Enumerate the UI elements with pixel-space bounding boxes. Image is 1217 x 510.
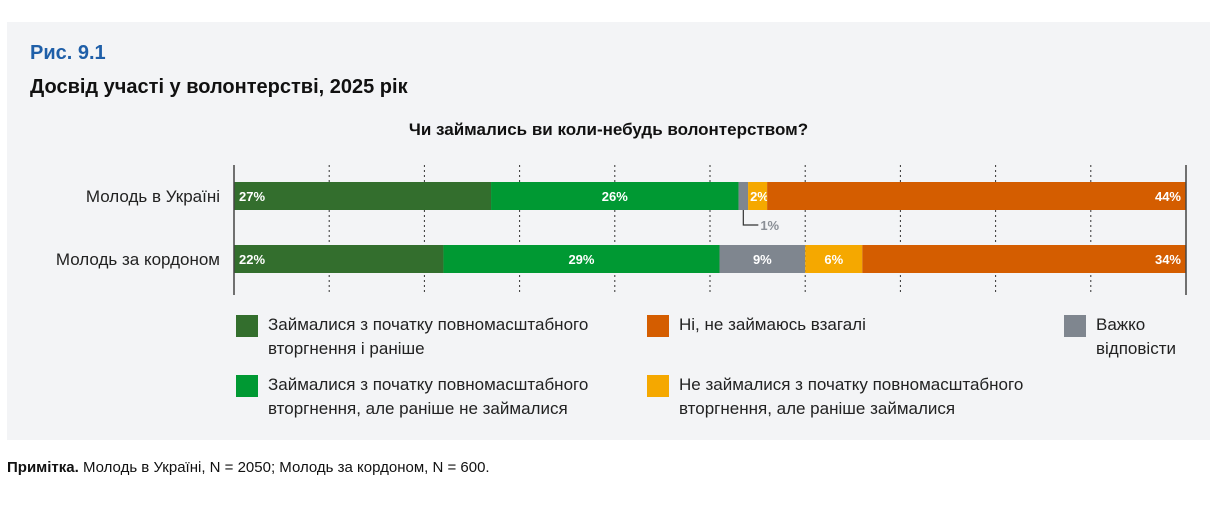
- data-label: 26%: [602, 189, 628, 204]
- chart-title: Чи займались ви коли-небудь волонтерство…: [408, 120, 809, 139]
- chart-panel: [7, 22, 1210, 440]
- data-label: 34%: [1155, 252, 1181, 267]
- bar-segment: [738, 182, 749, 210]
- legend-swatch: [236, 315, 258, 337]
- category-label: Молодь за кордоном: [56, 250, 220, 269]
- category-label: Молодь в Україні: [86, 187, 220, 206]
- data-label: 6%: [824, 252, 843, 267]
- legend-label: вторгнення, але раніше займалися: [679, 399, 956, 418]
- footnote-text: Молодь в Україні, N = 2050; Молодь за ко…: [78, 459, 490, 476]
- legend-label: Ні, не займаюсь взагалі: [679, 315, 866, 334]
- bar-segment: [443, 245, 720, 273]
- data-label: 44%: [1155, 189, 1181, 204]
- data-label: 1%: [760, 218, 779, 233]
- legend-item-0: Займалися з початку повномасштабного втор…: [236, 313, 588, 361]
- legend-swatch: [1064, 315, 1086, 337]
- figure-label: Рис. 9.1: [30, 42, 106, 64]
- figure-title: Досвід участі у волонтерстві, 2025 рік: [30, 76, 408, 98]
- bar-segment: [805, 245, 863, 273]
- legend-item-2: Важко відповісти: [1064, 313, 1176, 361]
- data-label: 2%: [750, 189, 769, 204]
- legend-swatch: [236, 375, 258, 397]
- bar-segment: [767, 182, 1186, 210]
- legend-label: відповісти: [1096, 339, 1176, 358]
- bar-segment: [491, 182, 739, 210]
- legend-label: вторгнення, але раніше не займалися: [268, 399, 568, 418]
- bar-segment: [719, 245, 806, 273]
- bar-segment: [234, 182, 492, 210]
- legend-label: Важко: [1096, 315, 1146, 334]
- legend-label: вторгнення і раніше: [268, 339, 425, 358]
- legend-label: Займалися з початку повномасштабного: [268, 315, 589, 334]
- data-label: 9%: [753, 252, 772, 267]
- legend-item-4: Ні, не займаюсь взагалі: [647, 313, 866, 337]
- leader-line: [742, 210, 759, 226]
- bar-segment: [234, 245, 444, 273]
- footnote: Примітка. Молодь в Україні, N = 2050; Мо…: [7, 459, 490, 476]
- legend-label: Займалися з початку повномасштабного: [268, 375, 589, 394]
- legend-item-3: Не займалися з початку повномасштабного в…: [647, 373, 1023, 421]
- data-label: 22%: [239, 252, 265, 267]
- data-label: 27%: [239, 189, 265, 204]
- bar-segment: [862, 245, 1186, 273]
- bar-segment: [748, 182, 768, 210]
- legend-swatch: [647, 315, 669, 337]
- legend-item-1: Займалися з початку повномасштабного втор…: [236, 373, 588, 421]
- legend-label: Не займалися з початку повномасштабного: [679, 375, 1024, 394]
- footnote-label: Примітка.: [7, 459, 79, 476]
- data-label: 29%: [568, 252, 594, 267]
- legend-swatch: [647, 375, 669, 397]
